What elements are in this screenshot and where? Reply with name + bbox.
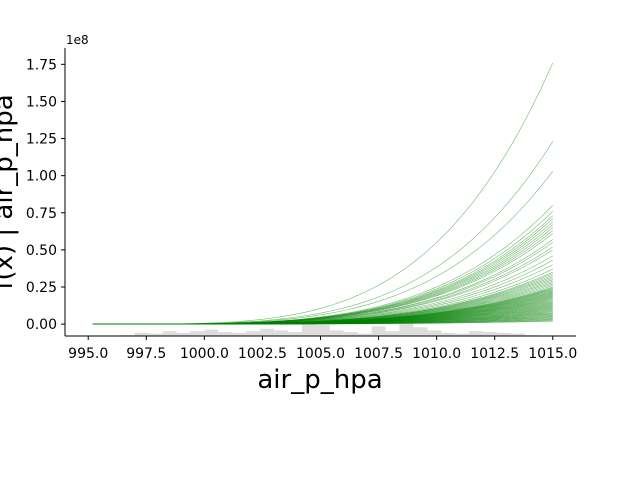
y-tick-label: 0.50: [26, 243, 57, 259]
histogram-bar: [148, 333, 163, 336]
x-tick-label: 997.5: [126, 346, 166, 362]
pdp-curve: [92, 320, 553, 325]
histogram-bar: [413, 327, 428, 336]
y-tick-label: 0.75: [26, 206, 57, 222]
histogram-bar: [343, 332, 358, 336]
histogram-bar: [274, 330, 288, 336]
x-tick-label: 1007.5: [354, 346, 403, 362]
histogram-bar: [162, 331, 177, 336]
histogram-bar: [287, 332, 302, 336]
histogram-bar: [246, 331, 261, 336]
histogram-bar: [315, 324, 330, 336]
histogram-bar: [427, 330, 442, 336]
histogram-bar: [469, 331, 484, 336]
histogram-bar: [134, 332, 149, 336]
y-ticks: 0.00 0.25 0.50 0.75 1.00 1.25 1.50 1.75: [26, 57, 65, 333]
y-tick-label: 1.00: [26, 169, 57, 185]
histogram-bar: [497, 332, 511, 336]
histogram-bar: [301, 322, 316, 336]
histogram-bar: [371, 326, 386, 336]
histogram-layer: [92, 321, 553, 336]
curve-layer: [92, 62, 554, 325]
histogram-bar: [218, 332, 233, 336]
x-tick-label: 995.0: [68, 346, 108, 362]
pdp-curve: [92, 62, 554, 325]
histogram-bar: [510, 333, 525, 336]
histogram-bar: [455, 333, 470, 336]
histogram-bar: [357, 333, 372, 336]
histogram-bar: [441, 332, 456, 336]
y-tick-label: 0.00: [26, 317, 57, 333]
x-tick-label: 1000.0: [180, 346, 229, 362]
histogram-bar: [176, 332, 191, 336]
y-tick-label: 1.50: [26, 94, 57, 110]
y-offset-label: 1e8: [66, 33, 89, 47]
x-tick-label: 1012.5: [470, 346, 519, 362]
y-tick-label: 0.25: [26, 280, 57, 296]
x-axis-label: air_p_hpa: [257, 365, 382, 395]
histogram-bar: [190, 331, 205, 336]
histogram-bar: [232, 332, 247, 336]
histogram-bar: [204, 329, 219, 336]
x-tick-label: 1002.5: [238, 346, 287, 362]
histogram-bar: [385, 331, 400, 336]
histogram-bar: [483, 332, 498, 336]
histogram-bar: [329, 330, 344, 336]
y-tick-label: 1.75: [26, 57, 57, 73]
x-ticks: 995.0 997.5 1000.0 1002.5 1005.0 1007.5 1010.0…: [68, 336, 577, 362]
histogram-bar: [260, 328, 275, 336]
x-tick-label: 1015.0: [528, 346, 577, 362]
y-tick-label: 1.25: [26, 132, 57, 148]
x-tick-label: 1005.0: [296, 346, 345, 362]
histogram-bar: [399, 321, 414, 336]
x-tick-label: 1010.0: [412, 346, 461, 362]
y-axis-label: f(x) | air_p_hpa: [0, 94, 19, 289]
